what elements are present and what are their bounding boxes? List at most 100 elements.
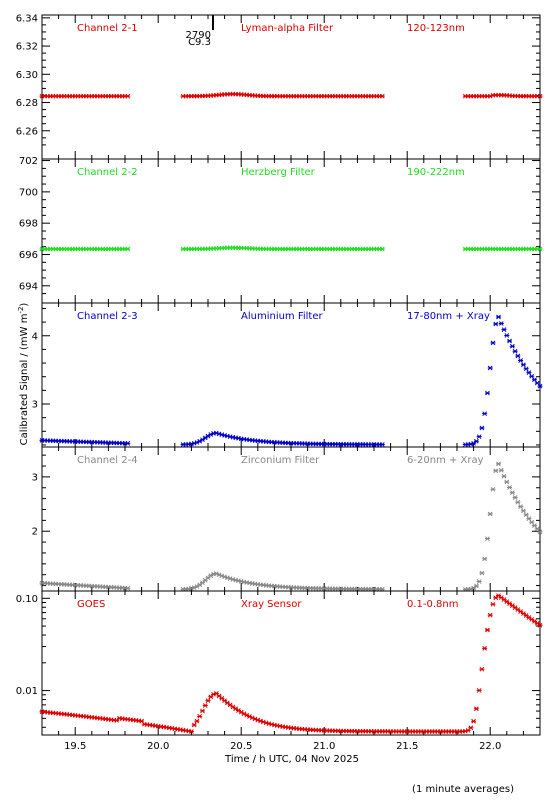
- data-point: [529, 519, 535, 525]
- data-point: [476, 579, 482, 584]
- data-point: [518, 504, 524, 509]
- panel-channel-label: Channel 2-3: [77, 311, 138, 322]
- data-point: [504, 479, 510, 485]
- data-point: [537, 529, 543, 535]
- averaging-footnote: (1 minute averages): [412, 784, 514, 795]
- panel-filter-label: Aluminium Filter: [241, 311, 324, 322]
- data-point: [501, 473, 507, 479]
- data-point: [526, 615, 532, 620]
- y-tick-label: 694: [19, 281, 38, 292]
- data-point: [504, 333, 510, 338]
- panel-filter-label: Xray Sensor: [241, 599, 302, 610]
- x-tick-label: 21.0: [313, 741, 335, 752]
- y-tick-label: 6.26: [16, 126, 38, 137]
- panel-c2: 694 696 698 700 702 Channel 2-2 Herzberg Filte…: [19, 156, 543, 304]
- data-point: [482, 645, 488, 651]
- data-point: [523, 512, 529, 518]
- data-point: [518, 609, 524, 614]
- data-point: [496, 593, 501, 598]
- panel-band-label: 17-80nm + Xray: [407, 311, 490, 322]
- data-point: [476, 688, 482, 693]
- data-point: [537, 93, 543, 99]
- data-point: [531, 377, 537, 383]
- y-tick-label: 698: [19, 219, 38, 230]
- panel-frame-c3: [41, 302, 541, 448]
- series-c2: [39, 245, 543, 252]
- data-point: [188, 729, 194, 734]
- panel-band-label: 0.1-0.8nm: [407, 599, 459, 610]
- data-point: [507, 338, 513, 344]
- data-point: [493, 321, 499, 327]
- y-tick-label: 6.30: [16, 70, 38, 81]
- data-point: [496, 314, 501, 320]
- panel-channel-label: Channel 2-1: [77, 23, 138, 34]
- x-axis-label: Time / h UTC, 04 Nov 2025: [224, 754, 359, 765]
- data-point: [509, 343, 515, 349]
- data-point: [197, 713, 203, 719]
- data-point: [537, 246, 543, 252]
- series-goes: [39, 593, 543, 734]
- panel-c4: 2 3 Channel 2-4 Zirconium Filter 6-20nm + Xr…: [32, 446, 543, 592]
- y-tick-label: 6.32: [16, 42, 38, 53]
- data-point: [473, 706, 479, 712]
- data-point: [512, 495, 518, 500]
- data-point: [493, 468, 499, 474]
- data-point: [529, 617, 535, 622]
- panel-filter-label: Herzberg Filter: [241, 167, 316, 178]
- y-tick-label: 4: [32, 331, 38, 342]
- data-point: [518, 358, 524, 363]
- data-point: [379, 93, 385, 99]
- data-point: [482, 411, 488, 417]
- y-tick-label: 700: [19, 187, 38, 198]
- flare-annotation: 2790 C9.3: [186, 15, 214, 48]
- data-point: [512, 605, 518, 610]
- data-point: [487, 511, 493, 517]
- panel-c1: 6.26 6.28 6.30 6.32 6.34 Channel 2-1 Lyman-alp…: [16, 13, 543, 160]
- panel-channel-label: Channel 2-2: [77, 167, 138, 178]
- y-tick-label: 696: [19, 250, 38, 261]
- annotation-label-2: C9.3: [188, 37, 211, 48]
- data-point: [227, 702, 233, 708]
- data-point: [125, 93, 131, 99]
- data-point: [529, 373, 535, 379]
- data-point: [487, 612, 493, 618]
- data-point: [191, 722, 197, 728]
- data-point: [509, 490, 515, 495]
- data-point: [476, 434, 482, 440]
- x-tick-label: 19.5: [64, 741, 86, 752]
- data-point: [482, 556, 488, 562]
- data-point: [498, 321, 504, 326]
- data-point: [490, 486, 496, 492]
- y-tick-label: 3: [32, 472, 38, 483]
- data-point: [484, 390, 490, 396]
- x-tick-label: 22.0: [479, 741, 501, 752]
- y-tick-label: 2: [32, 527, 38, 538]
- data-point: [490, 601, 496, 607]
- data-point: [531, 619, 537, 624]
- data-point: [479, 666, 485, 672]
- data-point: [515, 607, 521, 612]
- data-point: [515, 499, 521, 505]
- y-tick-label: 0.01: [16, 686, 38, 697]
- data-point: [512, 348, 518, 354]
- data-point: [526, 370, 532, 376]
- data-point: [473, 438, 479, 444]
- data-point: [479, 425, 485, 431]
- data-point: [471, 718, 477, 724]
- y-tick-label: 6.34: [16, 13, 38, 24]
- y-tick-label: 0.10: [16, 594, 38, 605]
- series-c3: [39, 314, 543, 447]
- data-point: [125, 441, 131, 446]
- x-tick-label: 21.5: [396, 741, 418, 752]
- data-point: [194, 718, 200, 724]
- panel-band-label: 120-123nm: [407, 23, 465, 34]
- data-point: [484, 536, 490, 542]
- data-point: [490, 340, 496, 346]
- y-tick-label: 702: [19, 156, 38, 167]
- data-point: [531, 523, 537, 528]
- data-point: [526, 516, 532, 521]
- y-tick-label: 6.28: [16, 98, 38, 109]
- panels-layer: 6.26 6.28 6.30 6.32 6.34 Channel 2-1 Lyman-alp…: [16, 13, 543, 736]
- panel-goes: 0.01 0.10 GOES Xray Sensor 0.1-0.8nm: [16, 590, 543, 736]
